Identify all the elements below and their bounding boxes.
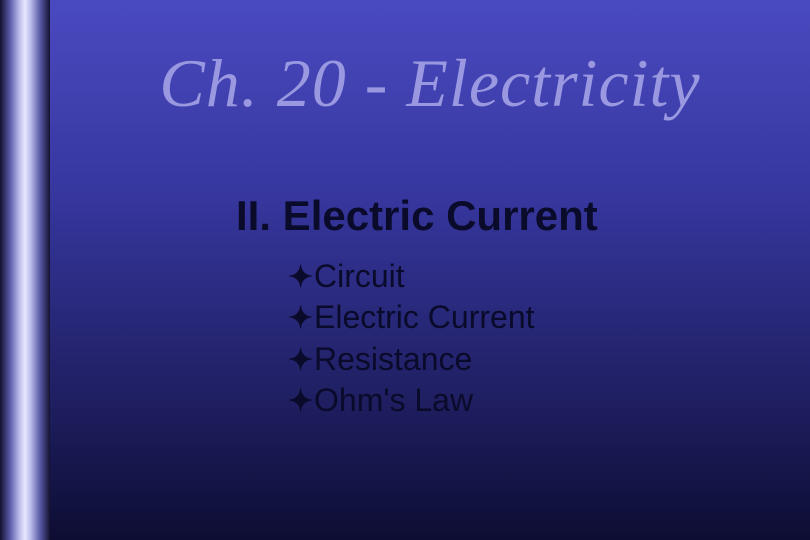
bullet-label: Circuit [314, 256, 405, 297]
list-item: ✦ Resistance [288, 339, 535, 380]
plus-icon: ✦ [288, 259, 314, 297]
slide-body: Ch. 20 - Electricity II. Electric Curren… [50, 0, 810, 540]
bullet-label: Ohm's Law [314, 380, 473, 421]
plus-icon: ✦ [288, 342, 314, 380]
slide-title: Ch. 20 - Electricity [50, 44, 810, 123]
decorative-sidebar [0, 0, 50, 540]
list-item: ✦ Ohm's Law [288, 380, 535, 421]
bullet-list: ✦ Circuit ✦ Electric Current ✦ Resistanc… [288, 256, 535, 422]
list-item: ✦ Electric Current [288, 297, 535, 338]
list-item: ✦ Circuit [288, 256, 535, 297]
bullet-label: Electric Current [314, 297, 535, 338]
plus-icon: ✦ [288, 383, 314, 421]
plus-icon: ✦ [288, 300, 314, 338]
bullet-label: Resistance [314, 339, 472, 380]
slide-subtitle: II. Electric Current [236, 192, 598, 240]
